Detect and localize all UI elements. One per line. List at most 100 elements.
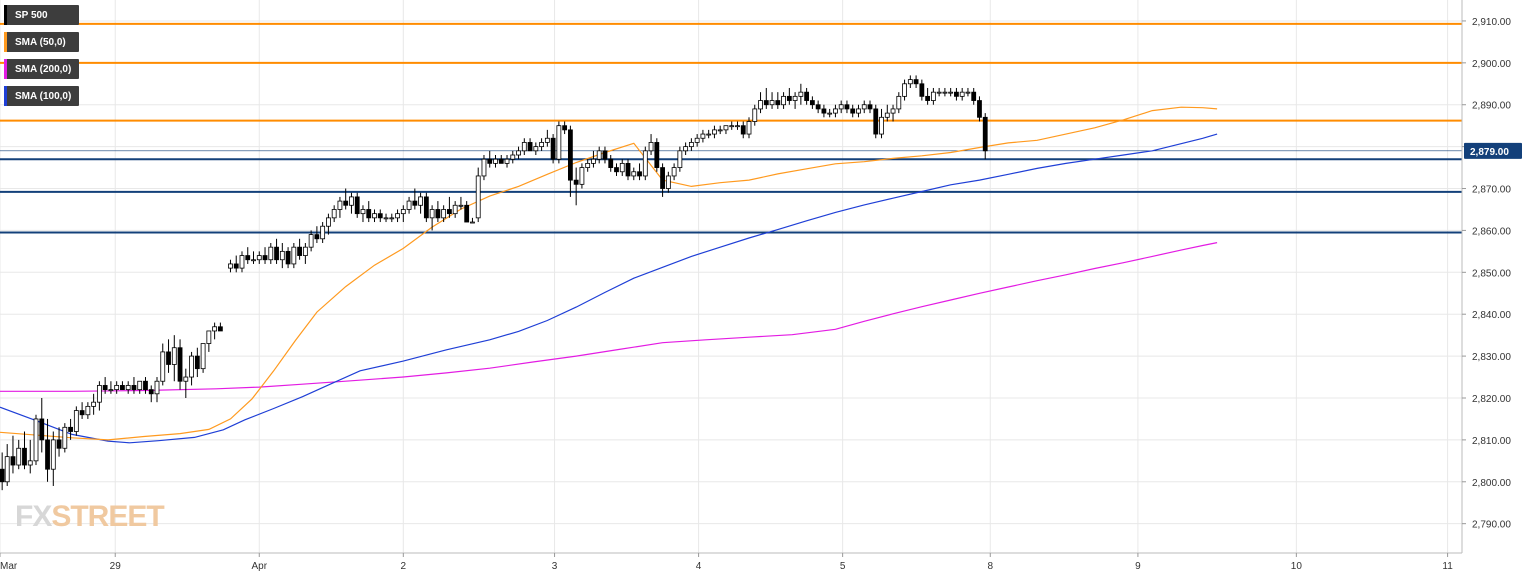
x-tick-label: 2 [401,561,407,572]
candle-body-up [406,200,412,210]
candle [504,155,510,168]
x-tick-label: 10 [1291,561,1303,572]
candle [585,159,591,172]
candle-body-up [896,95,902,110]
legend-item-sma100[interactable]: SMA (100,0) [4,86,80,106]
candle-body-up [372,213,377,219]
candle [102,377,108,394]
candle [452,201,458,218]
candle [412,188,418,210]
candle [977,96,982,122]
candle [694,134,700,147]
y-tick-label: 2,800.00 [1472,478,1511,489]
candle [268,242,274,264]
candle [0,452,5,491]
candle-body-up [395,213,400,219]
candle [769,92,775,109]
candle [50,431,56,486]
candle [256,251,262,264]
candle-body-up [959,91,965,97]
candle [925,87,931,105]
candle-body-up [642,150,648,177]
candle-body-down [68,426,73,432]
candle-body-down [786,95,792,101]
candle [326,213,331,235]
candle-body-up [585,162,591,168]
candle-body-down [447,209,452,215]
candle-body-up [856,108,861,114]
candle [665,171,671,193]
candle [458,196,464,210]
candle [614,163,619,176]
candle-body-up [125,385,131,391]
candle [171,335,177,382]
candle-body-down [637,171,642,177]
candle-body-down [366,209,372,219]
candle-body-up [279,250,285,261]
candle-body-up [902,83,907,97]
candle [902,79,907,101]
chart-legend: SP 500 SMA (50,0) SMA (200,0) SMA (100,0… [4,5,80,113]
legend-item-sma200[interactable]: SMA (200,0) [4,59,80,79]
x-tick-label: 4 [696,561,702,572]
candle-body-up [884,112,890,118]
x-tick-label: 3 [552,561,558,572]
candle [706,129,712,139]
candle-body-down [354,196,360,215]
candle-body-up [268,246,274,261]
y-axis: 2,790.00 2,800.00 2,810.00 2,820.00 2,830.00… [1461,0,1511,553]
candle [792,92,798,109]
candle [729,121,735,130]
candle-body-up [96,385,102,403]
candle-body-up [189,355,194,378]
candle-body-up [936,91,942,94]
candle [91,393,97,415]
candle [302,242,308,264]
x-tick-label: 5 [840,561,846,572]
candle [291,242,297,269]
candle [602,146,608,164]
candle [775,92,781,109]
candle-body-down [102,385,108,391]
candle-body-up [706,133,712,136]
candle-body-down [194,355,200,370]
candle-body-down [233,263,239,269]
candle [114,381,120,394]
candle [251,251,256,264]
candle-body-down [844,104,850,110]
candle [683,142,689,156]
x-tick-label: 11 [1442,561,1453,572]
candle-body-down [423,196,429,219]
candle [688,138,694,151]
candle-body-up [400,209,406,215]
candle [516,146,521,160]
candle [475,167,481,223]
candle [56,427,62,457]
candle [262,247,268,264]
logo-street: STREET [51,500,164,533]
sma200-line [0,242,1218,392]
candle-body-up [677,150,683,168]
candle-body-down [919,83,925,97]
candle [723,125,729,135]
candle [879,108,884,139]
candle [274,238,279,264]
legend-item-sma50[interactable]: SMA (50,0) [4,32,80,52]
candle-body-down [550,137,556,160]
candle [746,117,752,139]
candle [308,230,314,252]
candle-body-down [527,142,533,152]
candle [648,134,654,156]
candle [354,192,360,218]
candle [22,431,27,470]
sma50-line [0,106,1218,441]
candle-body-up [798,91,804,97]
candle-body-up [861,104,867,110]
legend-item-sp500[interactable]: SP 500 [4,5,80,25]
candle-body-up [781,95,786,106]
candle-body-down [143,380,148,391]
candle-body-down [56,439,62,449]
candle [160,343,166,386]
candle-body-up [481,158,487,177]
candle [96,381,102,411]
